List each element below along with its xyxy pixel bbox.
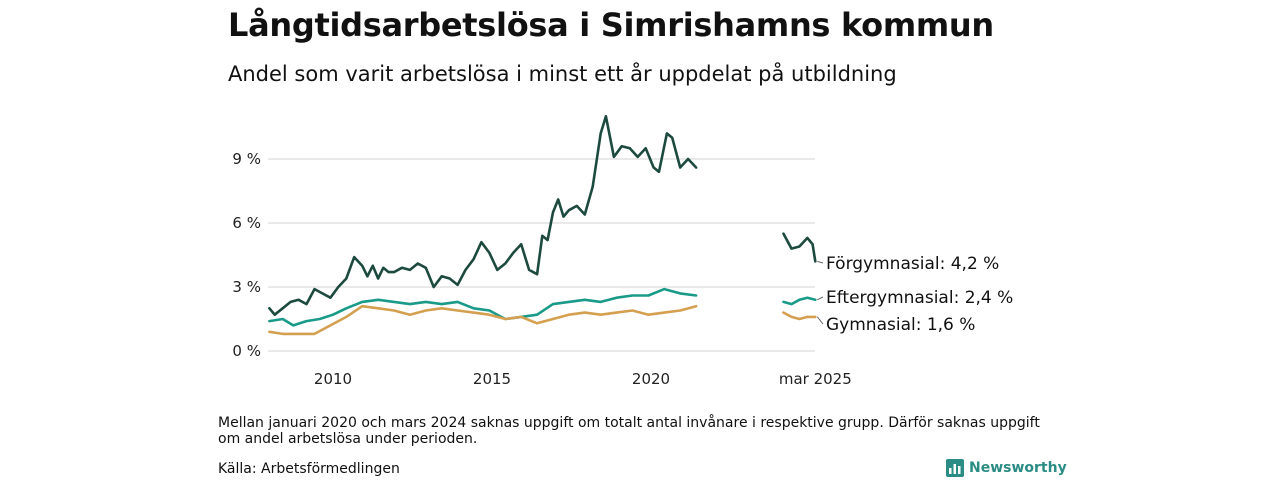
chart-subtitle: Andel som varit arbetslösa i minst ett å… (228, 62, 897, 86)
series-end-labels: Förgymnasial: 4,2 % Eftergymnasial: 2,4 %… (816, 254, 1013, 335)
label-connector (816, 316, 824, 325)
source-text: Källa: Arbetsförmedlingen (218, 461, 400, 477)
x-axis-ticks: 2010 2015 2020 mar 2025 (314, 370, 852, 388)
grid-lines (268, 158, 815, 352)
brand-logo: Newsworthy (946, 459, 1067, 477)
series-line-förgymnasial (268, 115, 698, 316)
y-axis-ticks: 0 % 3 % 6 % 9 % (232, 150, 261, 360)
series-end-label: Förgymnasial: 4,2 % (826, 254, 999, 274)
series-end-label: Eftergymnasial: 2,4 % (826, 288, 1013, 308)
y-tick-label: 9 % (232, 150, 261, 168)
x-tick-label: mar 2025 (779, 370, 852, 388)
newsworthy-logo-icon (946, 459, 964, 477)
x-tick-label: 2020 (632, 370, 670, 388)
series-lines (268, 115, 817, 336)
series-line-eftergymnasial (268, 287, 698, 327)
series-line-eftergymnasial (782, 296, 817, 306)
series-line-gymnasial (268, 304, 698, 336)
x-tick-label: 2015 (473, 370, 511, 388)
label-connector (817, 260, 824, 264)
brand-name: Newsworthy (969, 460, 1067, 476)
chart-title: Långtidsarbetslösa i Simrishamns kommun (228, 6, 994, 44)
y-tick-label: 3 % (232, 278, 261, 296)
series-line-gymnasial (782, 311, 817, 321)
footnote: Mellan januari 2020 och mars 2024 saknas… (218, 415, 1040, 447)
series-end-label: Gymnasial: 1,6 % (826, 315, 975, 335)
label-connector (817, 296, 824, 301)
y-tick-label: 6 % (232, 214, 261, 232)
x-tick-label: 2010 (314, 370, 352, 388)
y-tick-label: 0 % (232, 342, 261, 360)
series-line-förgymnasial (782, 232, 817, 263)
